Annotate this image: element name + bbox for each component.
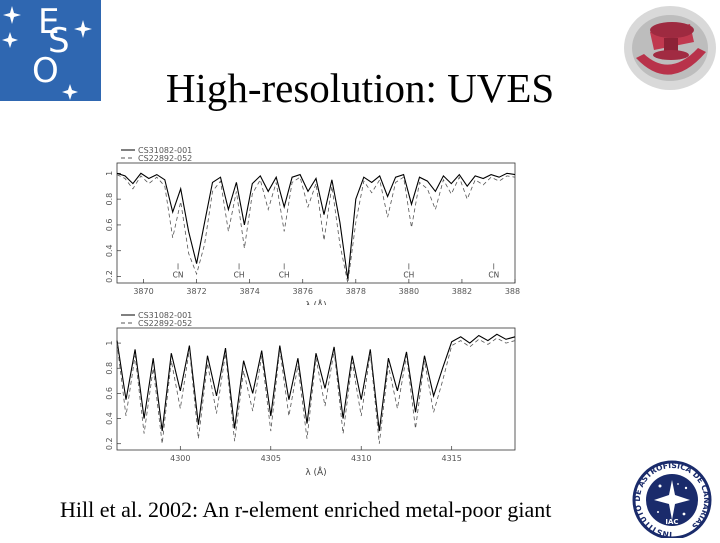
star-icons (2, 6, 92, 100)
chart-1-xtick-label: 4305 (261, 454, 281, 463)
chart-1-legend-entry: CS22892-052 (138, 319, 192, 328)
chart-0-annotation: CN (173, 270, 184, 279)
chart-1-series-line-0 (116, 333, 516, 432)
chart-0-xtick-label: 3872 (186, 287, 206, 296)
chart-0-xtick-label: 3882 (452, 287, 472, 296)
chart-0-xtick-label: 3884 (505, 287, 520, 296)
chart-1-ytick-label: 0.4 (105, 412, 114, 425)
chart-0-xtick-label: 3874 (239, 287, 259, 296)
chart-0-ytick-label: 0.8 (105, 193, 114, 206)
slide-title: High-resolution: UVES (165, 65, 555, 111)
chart-1-xlabel: λ (Å) (305, 466, 326, 478)
chart-0-annotation: CH (234, 270, 245, 279)
chart-0-xtick-label: 3880 (399, 287, 419, 296)
iac-monogram: IAC (665, 518, 678, 526)
chart-0-series-line-0 (116, 172, 516, 280)
chart-1-xtick-label: 4310 (351, 454, 371, 463)
chart-0-series-line-1 (116, 174, 516, 284)
chart-1-series-line-1 (116, 337, 516, 444)
chart-1-xtick-label: 4315 (442, 454, 462, 463)
chart-0-annotation: CH (279, 270, 290, 279)
chart-1-ytick-label: 1 (105, 341, 114, 346)
chart-1-frame (116, 327, 516, 451)
chart-0-ytick-label: 0.2 (105, 270, 114, 283)
chart-0-ytick-label: 0.6 (105, 219, 114, 232)
chart-0-xlabel: λ (Å) (305, 299, 326, 305)
chart-0-ytick-label: 1 (105, 171, 114, 176)
iac-seal-icon: INSTITUTO DE ASTROFISICA DE CANARIAS IAC (632, 460, 712, 540)
telescope-logo (620, 2, 720, 94)
spectrum-chart-r-process: 4300 4305 4310 4315 0.2 0.4 0.6 0.8 1 λ (Å) CS3108… (105, 311, 516, 478)
eso-letter-s: S (48, 21, 70, 61)
telescope-logo-icon (624, 6, 716, 90)
chart-0-frame (116, 162, 516, 284)
eso-letter-e: E (38, 2, 59, 42)
chart-0-ytick-label: 0.4 (105, 244, 114, 257)
eso-letter-o: O (32, 51, 59, 91)
chart-0-legend-entry: CS22892-052 (138, 154, 192, 163)
chart-1-ytick-label: 0.8 (105, 362, 114, 375)
spectrum-chart-cn-ch: 3870 3872 3874 3876 3878 3880 3882 3884 0.2 0.4 0.… (105, 146, 520, 305)
chart-0-xtick-label: 3876 (293, 287, 313, 296)
chart-1-legend-entry: CS31082-001 (138, 311, 192, 320)
chart-0-annotation: CN (488, 270, 499, 279)
slide-caption: Hill et al. 2002: An r-element enriched … (60, 497, 552, 522)
chart-0-xtick-label: 3878 (346, 287, 366, 296)
iac-seal: INSTITUTO DE ASTROFISICA DE CANARIAS IAC (628, 458, 716, 540)
chart-1-ytick-label: 0.2 (105, 437, 114, 450)
eso-logo: E S O (0, 0, 101, 101)
chart-0-annotation: CH (403, 270, 414, 279)
eso-logo-icon: E S O (0, 0, 101, 101)
chart-0-xtick-label: 3870 (133, 287, 153, 296)
chart-0-legend-entry: CS31082-001 (138, 146, 192, 155)
chart-1-xtick-label: 4300 (170, 454, 190, 463)
chart-1-ytick-label: 0.6 (105, 387, 114, 400)
